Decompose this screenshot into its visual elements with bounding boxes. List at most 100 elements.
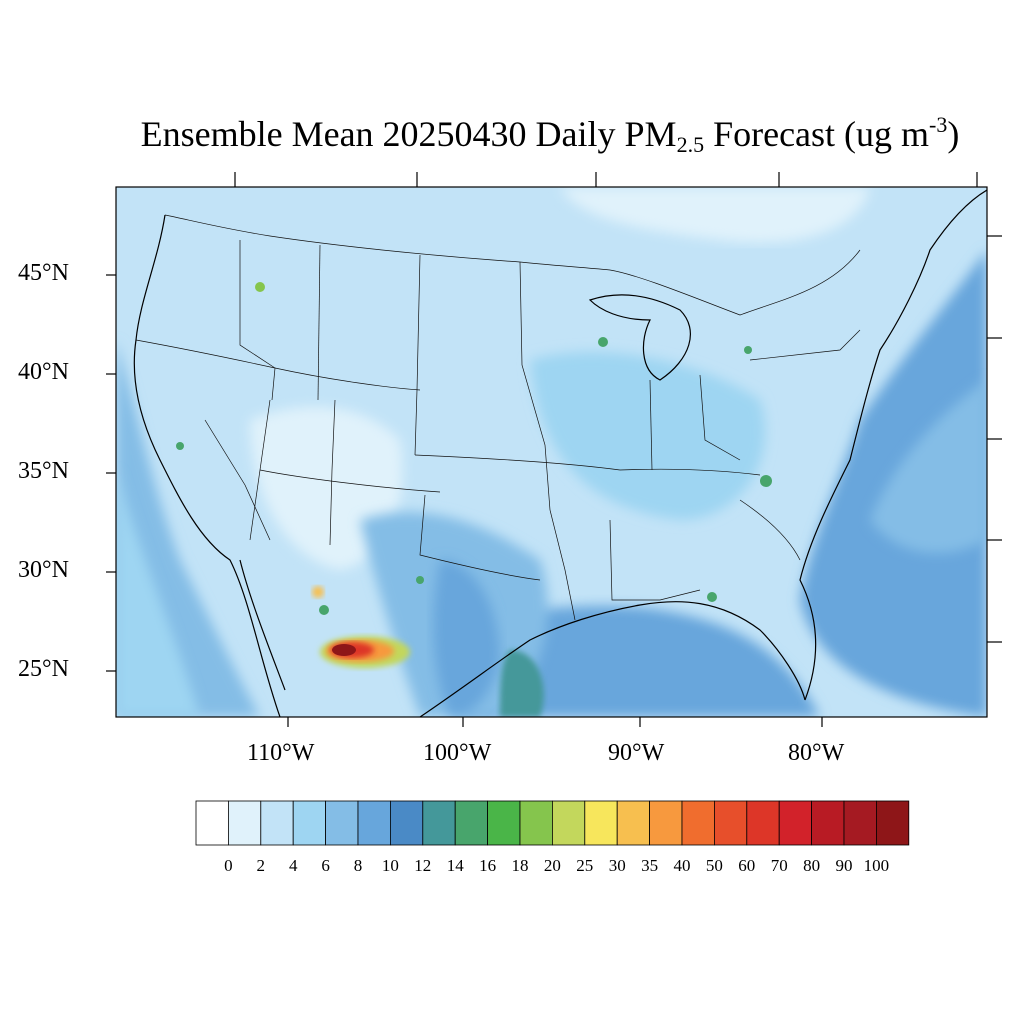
lat-label-35: 35°N (18, 458, 69, 484)
four-corners-line (259, 469, 441, 493)
colorbar-label-17: 70 (770, 856, 788, 875)
colorbar-box-18 (778, 800, 813, 846)
axis-ticks (106, 172, 1002, 727)
dakota-west-border (414, 254, 421, 456)
colorbar-label-13: 35 (641, 856, 659, 875)
lat-label-40: 40°N (18, 359, 69, 385)
lat-label-30: 30°N (18, 557, 69, 583)
colorbar-box-10 (519, 800, 553, 846)
lon-label-80: 80°W (788, 740, 845, 766)
colorbar-box-21 (876, 800, 910, 846)
colorbar-box-17 (746, 800, 780, 846)
lon-label-110: 110°W (247, 740, 315, 766)
map-title: Ensemble Mean 20250430 Daily PM2.5 Forec… (0, 112, 1024, 158)
colorbar-box-12 (584, 800, 618, 846)
lat-label-25: 25°N (18, 656, 69, 682)
colorbar-box-16 (714, 800, 748, 846)
colorbar-label-18: 80 (803, 856, 821, 875)
colorbar-label-9: 18 (511, 856, 529, 875)
gulf-of-mexico-field (460, 605, 820, 717)
texas-field-inner (433, 560, 500, 717)
concentration-field (116, 187, 987, 717)
colorbar-box-8 (454, 800, 489, 846)
colorbar-label-10: 20 (543, 856, 561, 875)
colorbar-label-19: 90 (835, 856, 853, 875)
colorbar (195, 800, 910, 846)
colorbar-box-0 (195, 800, 229, 846)
colorbar-box-2 (260, 800, 294, 846)
colorbar-label-8: 16 (479, 856, 497, 875)
ohio-border (699, 374, 741, 461)
baja-gulf-coast (239, 559, 286, 691)
colorbar-box-20 (843, 800, 877, 846)
colorbar-box-15 (681, 800, 715, 846)
hotspot-wisconsin (598, 337, 608, 347)
colorbar-label-11: 25 (576, 856, 594, 875)
colorbar-box-9 (487, 800, 521, 846)
colorbar-label-7: 14 (446, 856, 464, 875)
colorbar-label-15: 50 (705, 856, 723, 875)
canada-clean-field (560, 187, 870, 243)
indiana-border (649, 379, 653, 471)
plume-core (332, 644, 356, 656)
colorbar-box-19 (811, 800, 845, 846)
hotspot-california (176, 442, 184, 450)
title-suffix: ) (947, 114, 960, 154)
lon-label-90: 90°W (608, 740, 665, 766)
map-frame (115, 186, 988, 718)
colorado-nm-border (329, 399, 336, 546)
us-canada-border (164, 214, 611, 271)
mississippi-alabama-border (609, 519, 701, 601)
gulf-coast (419, 601, 806, 717)
colorbar-label-6: 12 (414, 856, 432, 875)
texas-gulf-hotspot (500, 650, 544, 717)
colorbar-label-1: 2 (256, 856, 266, 875)
carolina-border (739, 499, 801, 561)
hotspot-florida-panhandle (707, 592, 717, 602)
colorbar-label-16: 60 (738, 856, 756, 875)
colorbar-box-3 (292, 800, 327, 846)
oklahoma-texas-border (419, 494, 541, 581)
arkansas-louisiana-border (549, 509, 576, 621)
idaho-border (239, 240, 276, 401)
great-lakes-outline (588, 294, 691, 381)
colorbar-box-13 (616, 800, 651, 846)
pacific-ocean-field-inner (116, 470, 200, 717)
colorbar-box-14 (649, 800, 683, 846)
colorbar-label-5: 10 (381, 856, 399, 875)
hotspot-ontario (744, 346, 752, 354)
pacific-coast (133, 214, 281, 717)
kansas-missouri-line (414, 454, 621, 471)
colorbar-label-12: 30 (608, 856, 626, 875)
atlantic-ocean-field-inner (870, 380, 987, 554)
nevada-border (204, 419, 271, 541)
minnesota-iowa-border (519, 261, 551, 511)
colorbar-label-4: 8 (353, 856, 363, 875)
state-boundaries (135, 214, 861, 621)
colorbar-label-20: 100 (863, 856, 890, 875)
atlantic-coast (799, 189, 987, 701)
great-lakes-border (609, 249, 861, 316)
coastlines (133, 189, 987, 717)
colorbar-label-0: 0 (224, 856, 233, 875)
colorbar-label-2: 4 (288, 856, 298, 875)
colorbar-label-14: 40 (673, 856, 691, 875)
colorbar-box-6 (389, 800, 424, 846)
lat-label-45: 45°N (18, 260, 69, 286)
colorbar-box-7 (422, 800, 456, 846)
title-middle: Forecast (ug m (704, 114, 930, 154)
title-prefix: Ensemble Mean 20250430 Daily PM (140, 114, 677, 154)
hotspot-carolina (760, 475, 772, 487)
colorbar-box-4 (325, 800, 359, 846)
hotspot-texas-west (416, 576, 424, 584)
hotspot-chihuahua-south (319, 605, 329, 615)
colorbar-label-3: 6 (321, 856, 330, 875)
pennsylvania-ny-border (749, 329, 861, 361)
montana-wyoming (317, 244, 321, 401)
midwest-field (530, 352, 766, 520)
hotspot-chihuahua (312, 586, 324, 598)
title-subscript: 2.5 (676, 132, 705, 157)
tennessee-line (619, 468, 761, 476)
lon-label-100: 100°W (423, 740, 492, 766)
